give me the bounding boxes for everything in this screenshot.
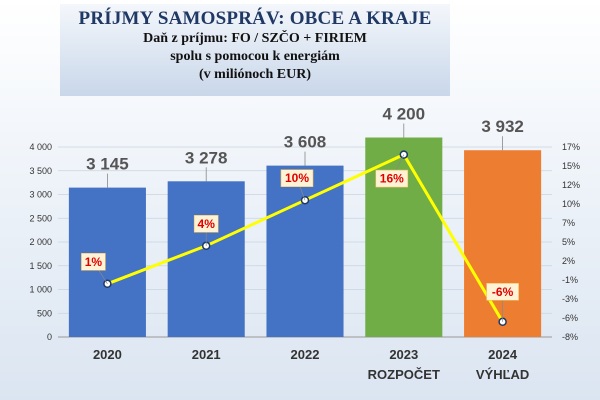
y-axis-tick-label: 2 500: [29, 213, 52, 223]
chart-title-block: PRÍJMY SAMOSPRÁV: OBCE A KRAJE Daň z prí…: [60, 4, 450, 96]
x-axis-category-sublabel: VÝHĽAD: [476, 367, 529, 382]
y-axis-tick-label: 1 000: [29, 285, 52, 295]
y2-axis-tick-label: -3%: [562, 294, 578, 304]
bar: [68, 187, 146, 337]
x-axis-category-label: 2022: [291, 347, 320, 362]
growth-label-box: [375, 169, 409, 188]
x-axis-category-label: 2023: [389, 347, 418, 362]
y-axis-tick-label: 500: [37, 308, 52, 318]
bar: [266, 165, 344, 337]
growth-label-box: [486, 282, 519, 301]
x-axis-category-label: 2021: [192, 347, 221, 362]
growth-label: -6%: [492, 285, 514, 299]
bar-value-label: 3 608: [284, 133, 327, 152]
growth-label: 10%: [285, 171, 309, 185]
growth-label-box: [81, 253, 106, 271]
bar-value-label: 3 145: [86, 155, 129, 174]
x-axis-category-sublabel: ROZPOČET: [368, 367, 440, 382]
y2-axis-tick-label: 7%: [562, 218, 575, 228]
growth-label: 16%: [380, 172, 404, 186]
x-axis-category-label: 2020: [93, 347, 122, 362]
chart-subtitle-line-3: (v miliónoch EUR): [199, 67, 311, 82]
y2-axis-tick-label: 2%: [562, 256, 575, 266]
y2-axis-tick-label: 10%: [562, 199, 580, 209]
y2-axis-tick-label: 17%: [562, 142, 580, 152]
bar-value-label: 4 200: [383, 105, 426, 124]
y-axis-tick-label: 1 500: [29, 261, 52, 271]
y-axis-tick-label: 4 000: [29, 142, 52, 152]
chart-subtitle-line-1: Daň z príjmu: FO / SZČO + FIRIEM: [143, 31, 367, 46]
y2-axis-tick-label: -6%: [562, 313, 578, 323]
y2-axis-tick-label: 15%: [562, 161, 580, 171]
growth-label: 1%: [85, 255, 103, 269]
y-axis-tick-label: 3 500: [29, 166, 52, 176]
y2-axis-tick-label: 5%: [562, 237, 575, 247]
bar-value-label: 3 932: [481, 117, 524, 136]
y-axis-tick-label: 2 000: [29, 237, 52, 247]
growth-label-box: [193, 215, 219, 233]
growth-label-box: [280, 169, 314, 187]
bar-value-label: 3 278: [185, 148, 228, 167]
growth-label: 4%: [198, 217, 216, 231]
y2-axis-tick-label: -1%: [562, 275, 578, 285]
y2-axis-tick-label: 12%: [562, 180, 580, 190]
y-axis-tick-label: 3 000: [29, 190, 52, 200]
bar: [167, 181, 245, 337]
x-axis-category-label: 2024: [488, 347, 518, 362]
y2-axis-tick-label: -8%: [562, 332, 578, 342]
chart-title: PRÍJMY SAMOSPRÁV: OBCE A KRAJE: [78, 8, 432, 29]
y-axis-tick-label: 0: [47, 332, 52, 342]
chart-subtitle-line-2: spolu s pomocou k energiám: [170, 49, 340, 64]
